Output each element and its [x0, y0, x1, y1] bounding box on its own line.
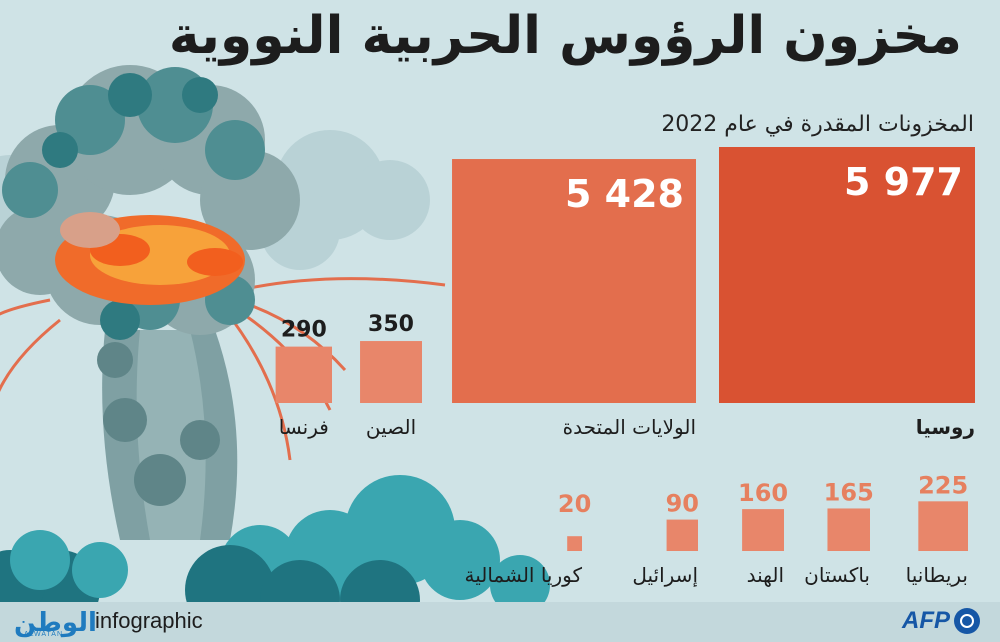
- category-label-4: بريطانيا: [906, 563, 968, 587]
- bar-8: [567, 536, 582, 551]
- alwatan-logo-latin: ALWATAN: [24, 631, 64, 638]
- category-label-2: الصين: [366, 415, 416, 439]
- infographic-label: infographic: [95, 608, 203, 633]
- bar-0: [719, 147, 975, 403]
- afp-wordmark: AFP: [902, 607, 950, 634]
- value-label-2: 350: [368, 312, 414, 337]
- value-label-3: 290: [281, 318, 327, 343]
- category-label-5: باكستان: [804, 563, 870, 587]
- value-label-1: 5 428: [565, 172, 684, 216]
- category-label-8: كوريا الشمالية: [464, 563, 582, 587]
- category-label-1: الولايات المتحدة: [563, 415, 696, 439]
- value-label-6: 160: [738, 479, 788, 507]
- afp-logo: AFP: [902, 606, 980, 636]
- bar-6: [742, 509, 784, 551]
- bar-1: [452, 159, 696, 403]
- bar-7: [666, 519, 698, 551]
- value-label-5: 165: [824, 478, 874, 506]
- bar-chart: 5 977 روسيا 5 428 الولايات المتحدة 350 الصين 2…: [275, 147, 975, 588]
- chart-subtitle: المخزونات المقدرة في عام 2022: [661, 112, 974, 137]
- value-label-8: 20: [558, 490, 591, 518]
- bar-3: [275, 346, 332, 403]
- globe-icon: [954, 608, 980, 634]
- page-title: مخزون الرؤوس الحربية النووية: [168, 6, 963, 66]
- category-label-7: إسرائيل: [632, 563, 698, 588]
- category-label-6: الهند: [747, 563, 784, 587]
- bar-5: [827, 508, 870, 551]
- footer-bar: [0, 602, 1000, 642]
- value-label-4: 225: [918, 471, 968, 499]
- alwatan-logo: الوطن: [14, 608, 97, 638]
- category-label-0: روسيا: [916, 415, 975, 439]
- value-label-0: 5 977: [844, 160, 963, 204]
- mushroom-cloud-illustration: [0, 65, 550, 640]
- value-label-7: 90: [666, 490, 699, 518]
- category-label-3: فرنسا: [279, 415, 329, 439]
- bar-2: [360, 341, 422, 403]
- bar-4: [918, 501, 968, 551]
